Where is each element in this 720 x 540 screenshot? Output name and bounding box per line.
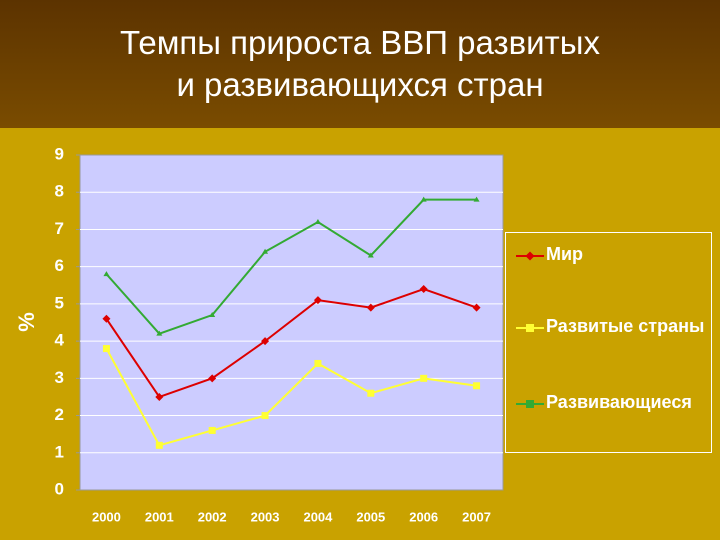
marker [209, 312, 216, 318]
legend-label: Развитые страны [546, 316, 705, 336]
marker [419, 285, 428, 293]
marker [261, 337, 270, 346]
marker [472, 303, 481, 312]
y-axis-label: % [14, 312, 39, 332]
legend-marker [526, 324, 534, 332]
x-tick-label: 2003 [251, 509, 280, 524]
y-tick-label: 1 [55, 442, 64, 461]
legend-label: Мир [546, 244, 584, 264]
plot-area [79, 154, 504, 491]
series-line [105, 348, 477, 447]
marker [155, 441, 163, 449]
y-tick-label: 9 [55, 144, 64, 163]
marker [473, 382, 481, 390]
x-tick-label: 2006 [409, 509, 438, 524]
marker [156, 330, 163, 336]
marker [313, 296, 322, 305]
legend-marker [525, 251, 535, 261]
x-tick-label: 2004 [303, 509, 333, 524]
marker [420, 374, 428, 382]
x-tick-label: 2005 [356, 509, 385, 524]
y-tick-label: 8 [55, 182, 64, 201]
y-tick-label: 0 [55, 479, 64, 498]
marker [208, 374, 217, 383]
x-tick-label: 2007 [462, 509, 491, 524]
legend: Мир Развитые страны Развивающиеся [505, 232, 712, 453]
marker [155, 392, 164, 401]
y-tick-label: 7 [55, 219, 64, 238]
marker [367, 252, 374, 258]
series-line [105, 198, 477, 335]
marker [208, 426, 216, 434]
header-band [0, 0, 720, 128]
marker [102, 314, 111, 323]
marker [314, 219, 321, 224]
x-tick-label: 2000 [92, 509, 121, 524]
y-tick-label: 5 [55, 293, 64, 312]
marker [367, 389, 375, 397]
marker [102, 345, 110, 353]
marker [261, 412, 269, 420]
marker [420, 196, 427, 202]
y-tick-label: 3 [55, 368, 64, 387]
marker [366, 303, 375, 312]
marker [262, 248, 269, 254]
x-tick-label: 2001 [145, 509, 174, 524]
legend-label: Развивающиеся [546, 392, 692, 412]
marker [473, 196, 480, 202]
y-tick-label: 2 [55, 405, 64, 424]
marker [314, 359, 322, 367]
y-tick-label: 4 [55, 331, 65, 350]
x-tick-label: 2002 [198, 509, 227, 524]
slide-title: Темпы прироста ВВП развитых и развивающи… [120, 24, 600, 103]
series-line [105, 287, 477, 399]
y-tick-label: 6 [55, 256, 64, 275]
marker [103, 271, 110, 277]
legend-marker [526, 400, 534, 408]
